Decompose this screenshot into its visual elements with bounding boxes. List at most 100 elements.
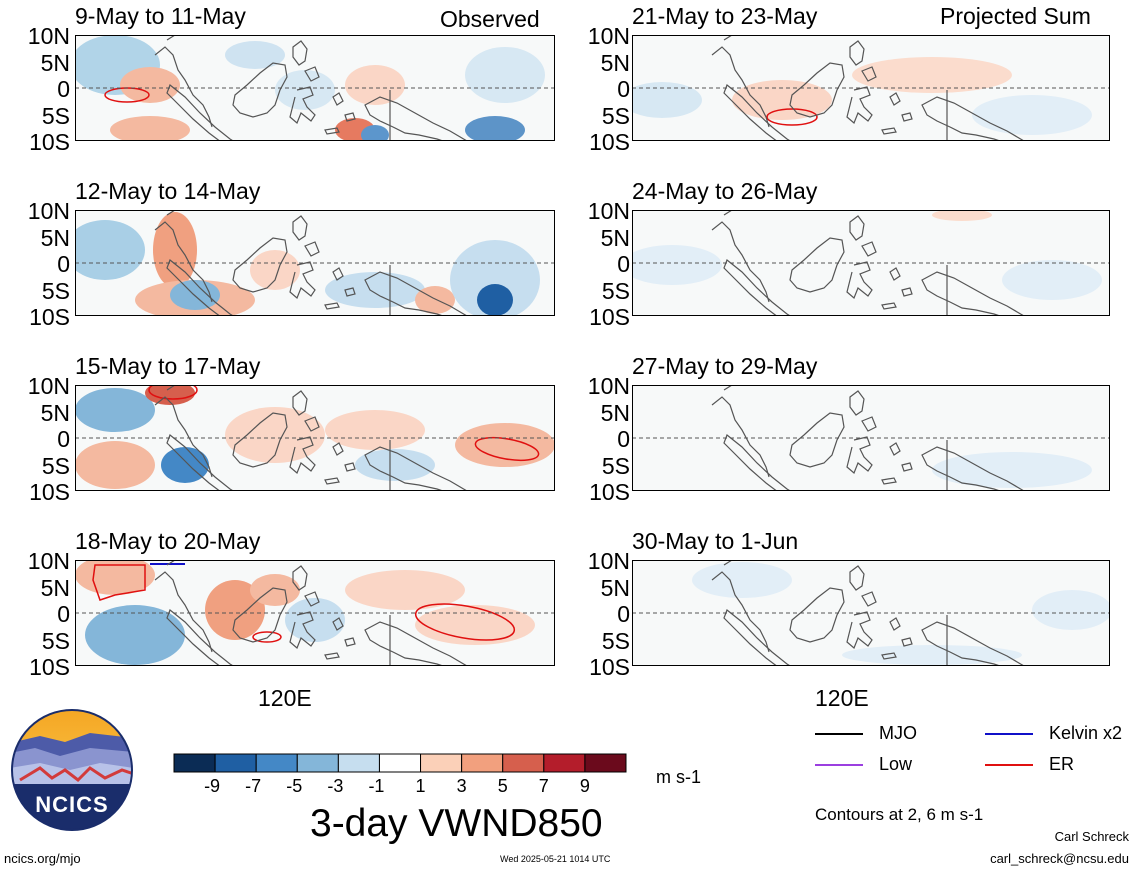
lat-label: 5N — [40, 399, 70, 426]
colorbar-tick-label: 9 — [579, 776, 590, 796]
ncics-logo: NCICS — [11, 709, 133, 831]
legend-label: Kelvin x2 — [1049, 723, 1123, 743]
colorbar-units: m s-1 — [656, 767, 701, 787]
panel-corner-label: Projected Sum — [940, 3, 1091, 29]
map-panel — [75, 560, 555, 666]
lon-label-left: 120E — [258, 685, 312, 711]
lat-label: 10N — [27, 373, 70, 399]
lat-label: 5S — [601, 102, 630, 129]
lat-label: 5N — [600, 399, 630, 426]
panel-right-1: 21-May to 23-May Projected Sum — [560, 0, 1135, 145]
lat-label: 5S — [41, 452, 70, 479]
figure-title: 3-day VWND850 — [310, 802, 603, 845]
lat-label: 10S — [589, 654, 630, 680]
colorbar-tick-label: 3 — [456, 776, 467, 796]
lat-label: 0 — [57, 76, 70, 102]
lat-label: 10S — [29, 129, 70, 155]
panel-title: 15-May to 17-May — [75, 353, 261, 379]
map-panel — [75, 385, 555, 491]
lat-label: 10S — [589, 304, 630, 330]
lat-label: 10N — [587, 23, 630, 49]
lat-label: 10N — [587, 373, 630, 399]
colorbar — [173, 753, 627, 773]
panel-left-4: 18-May to 20-May — [0, 525, 560, 670]
lon-label-right: 120E — [815, 685, 869, 711]
colorbar-swatch — [296, 753, 339, 773]
legend-swatch — [985, 764, 1033, 766]
panel-title: 18-May to 20-May — [75, 528, 261, 554]
map-panel — [632, 35, 1110, 141]
lat-label: 0 — [57, 426, 70, 452]
colorbar-swatch — [502, 753, 545, 773]
colorbar-swatch — [214, 753, 257, 773]
colorbar-tick-label: -5 — [286, 776, 303, 796]
colorbar-tick-label: -9 — [204, 776, 221, 796]
panel-left-3: 15-May to 17-May — [0, 350, 560, 495]
legend-swatch — [985, 733, 1033, 735]
lat-label: 5S — [601, 627, 630, 654]
lat-label: 5S — [41, 102, 70, 129]
panel-right-2: 24-May to 26-May — [560, 175, 1135, 320]
colorbar-tick-label: -3 — [327, 776, 344, 796]
lat-label: 10S — [29, 304, 70, 330]
colorbar-swatch — [337, 753, 380, 773]
lat-label: 10N — [587, 198, 630, 224]
map-panel — [75, 35, 555, 141]
legend-label: MJO — [879, 723, 917, 743]
source-url: ncics.org/mjo — [4, 851, 81, 866]
contour-note: Contours at 2, 6 m s-1 — [815, 805, 984, 824]
panel-title: 12-May to 14-May — [75, 178, 261, 204]
lat-label: 10N — [27, 23, 70, 49]
colorbar-swatch — [255, 753, 298, 773]
panel-title: 27-May to 29-May — [632, 353, 818, 379]
panel-left-1: 9-May to 11-May Observed — [0, 0, 560, 145]
logo-text: NCICS — [35, 792, 108, 817]
lat-label: 0 — [57, 251, 70, 277]
timestamp: Wed 2025-05-21 1014 UTC — [500, 854, 611, 864]
legend-label: ER — [1049, 754, 1075, 774]
panel-title: 21-May to 23-May — [632, 3, 818, 29]
colorbar-tick-label: 7 — [538, 776, 549, 796]
legend-label: Low — [879, 754, 913, 774]
map-panel — [75, 210, 555, 316]
lat-label: 5N — [40, 574, 70, 601]
lat-label: 5N — [600, 224, 630, 251]
lat-label: 0 — [57, 601, 70, 627]
panel-left-2: 12-May to 14-May — [0, 175, 560, 320]
panel-title: 9-May to 11-May — [75, 3, 246, 29]
lat-label: 5N — [600, 49, 630, 76]
colorbar-tick-label: -7 — [245, 776, 262, 796]
lat-label: 10N — [27, 548, 70, 574]
colorbar-swatch — [378, 753, 422, 773]
lat-label: 0 — [617, 426, 630, 452]
colorbar-tick-label: -1 — [368, 776, 385, 796]
panel-title: 30-May to 1-Jun — [632, 528, 799, 554]
panel-right-3: 27-May to 29-May — [560, 350, 1135, 495]
legend-swatch — [815, 733, 863, 735]
author: Carl Schreck — [1054, 829, 1129, 844]
colorbar-swatch — [173, 753, 216, 773]
colorbar-tick-label: 5 — [497, 776, 508, 796]
map-panel — [632, 385, 1110, 491]
panel-title: 24-May to 26-May — [632, 178, 818, 204]
lat-label: 5N — [40, 49, 70, 76]
colorbar-swatch — [584, 753, 627, 773]
legend-swatch — [815, 764, 863, 766]
lat-label: 10S — [29, 654, 70, 680]
lat-label: 5S — [41, 627, 70, 654]
email: carl_schreck@ncsu.edu — [990, 851, 1129, 866]
map-panel — [632, 210, 1110, 316]
lat-label: 10N — [27, 198, 70, 224]
colorbar-swatch — [543, 753, 586, 773]
colorbar-tick-label: 1 — [415, 776, 426, 796]
lat-label: 5N — [40, 224, 70, 251]
panel-right-4: 30-May to 1-Jun — [560, 525, 1135, 670]
lat-label: 0 — [617, 251, 630, 277]
lat-label: 10S — [29, 479, 70, 505]
colorbar-swatch — [461, 753, 504, 773]
lat-label: 0 — [617, 601, 630, 627]
lat-label: 10S — [589, 129, 630, 155]
lat-label: 5S — [601, 277, 630, 304]
lat-label: 0 — [617, 76, 630, 102]
colorbar-swatch — [420, 753, 463, 773]
